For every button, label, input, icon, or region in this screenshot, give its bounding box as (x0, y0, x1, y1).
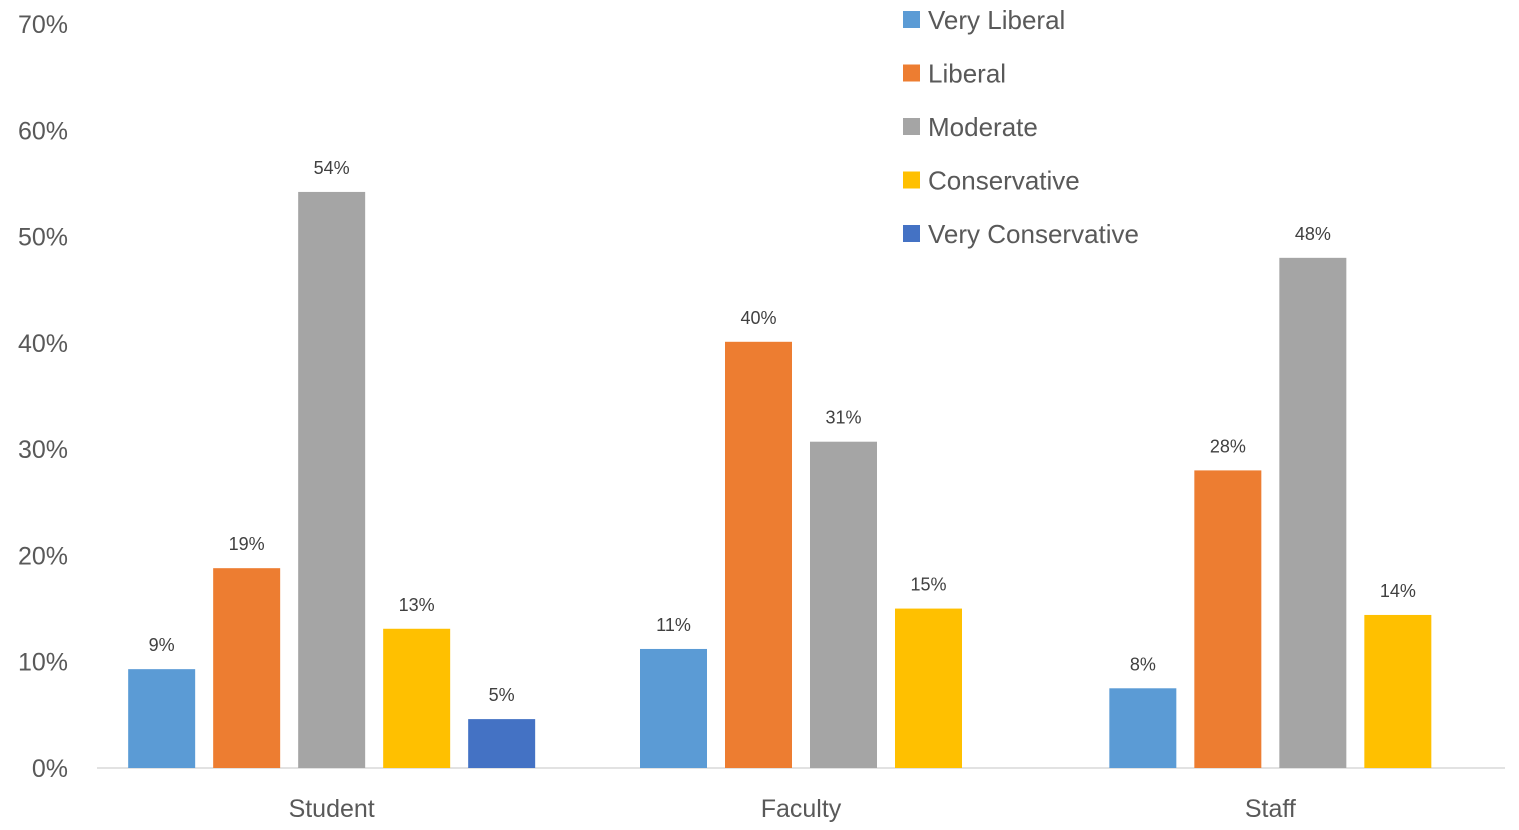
legend-item-conservative: Conservative (903, 166, 1080, 196)
x-axis: Student Faculty Staff (289, 795, 1296, 823)
data-label: 15% (910, 575, 946, 595)
y-tick-label: 60% (18, 117, 68, 145)
data-label: 14% (1380, 581, 1416, 601)
legend-label: Liberal (928, 59, 1006, 89)
legend-label: Conservative (928, 166, 1080, 196)
x-tick-label: Faculty (761, 795, 842, 823)
y-tick-label: 40% (18, 330, 68, 358)
bar-liberal-staff (1194, 470, 1262, 768)
legend-label: Very Conservative (928, 219, 1139, 249)
bar-conservative-student (383, 628, 451, 768)
legend-label: Moderate (928, 112, 1038, 142)
bar-moderate-student (298, 191, 366, 769)
bar-very-liberal-faculty (640, 648, 707, 768)
x-tick-label: Student (289, 795, 375, 823)
legend-item-moderate: Moderate (903, 112, 1038, 142)
data-label: 5% (489, 685, 515, 705)
x-tick-label: Staff (1245, 795, 1296, 823)
bar-moderate-staff (1279, 257, 1347, 768)
y-tick-label: 0% (32, 755, 68, 783)
data-label: 11% (656, 615, 691, 635)
data-label: 54% (314, 158, 350, 178)
data-label: 13% (399, 595, 435, 615)
y-tick-label: 10% (18, 649, 68, 677)
data-label: 8% (1130, 654, 1156, 674)
bars (128, 191, 1432, 769)
legend-swatch (903, 225, 920, 242)
bar-liberal-student (213, 568, 281, 768)
legend: Very Liberal Liberal Moderate Conservative V… (903, 5, 1139, 249)
legend-item-very-conservative: Very Conservative (903, 219, 1139, 249)
y-tick-label: 50% (18, 224, 68, 252)
legend-item-very-liberal: Very Liberal (903, 5, 1065, 35)
data-label: 19% (229, 534, 265, 554)
bar-very-liberal-student (128, 669, 196, 768)
data-label: 40% (740, 308, 776, 328)
y-axis: 0% 10% 20% 30% 40% 50% 60% 70% (18, 11, 68, 783)
bar-conservative-staff (1364, 614, 1432, 768)
data-label: 9% (149, 635, 175, 655)
data-label: 28% (1210, 436, 1246, 456)
bar-moderate-faculty (810, 441, 877, 768)
legend-swatch (903, 118, 920, 135)
legend-label: Very Liberal (928, 5, 1065, 35)
bar-very-liberal-staff (1109, 688, 1177, 768)
bar-very-conservative-student (468, 719, 536, 768)
y-tick-label: 20% (18, 542, 68, 570)
legend-swatch (903, 64, 920, 82)
data-labels: 9% 19% 54% 13% 5% 11% 40% 31% 15% 8% 28% 48% 14% (149, 158, 1416, 705)
data-label: 31% (825, 408, 861, 428)
legend-swatch (903, 11, 920, 28)
legend-item-liberal: Liberal (903, 59, 1006, 89)
legend-swatch (903, 171, 920, 189)
y-tick-label: 30% (18, 436, 68, 464)
y-tick-label: 70% (18, 11, 68, 39)
bar-conservative-faculty (895, 608, 962, 768)
data-label: 48% (1295, 224, 1331, 244)
bar-liberal-faculty (725, 341, 792, 768)
